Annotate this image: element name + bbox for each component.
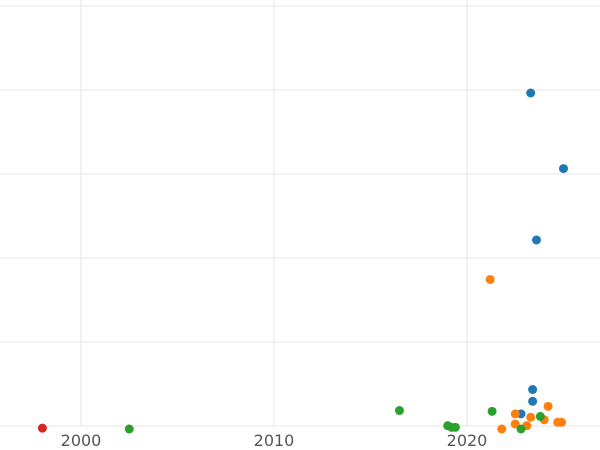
x-axis-ticks: 2000 2010 2020 [61, 431, 488, 450]
data-point-s1-9 [497, 424, 507, 434]
data-point-s1-0 [485, 274, 495, 284]
data-point-s0-3 [528, 385, 538, 395]
data-points [37, 88, 568, 434]
data-point-s0-2 [531, 235, 541, 245]
data-point-s1-7 [510, 419, 520, 429]
data-point-s3-0 [37, 423, 47, 433]
data-point-s2-2 [487, 406, 497, 416]
x-tick-label: 2010 [254, 431, 295, 450]
data-point-s0-0 [526, 88, 536, 98]
grid [0, 0, 600, 427]
data-point-s1-6 [557, 417, 567, 427]
data-point-s0-1 [559, 164, 568, 174]
data-point-s1-3 [526, 412, 536, 422]
data-point-s1-1 [543, 401, 553, 411]
data-point-s2-7 [516, 424, 526, 434]
data-point-s0-4 [528, 396, 538, 406]
data-point-s2-3 [535, 411, 545, 421]
x-tick-label: 2000 [61, 431, 102, 450]
data-point-s1-2 [510, 409, 520, 419]
data-point-s2-1 [394, 406, 404, 416]
data-point-s2-6 [450, 422, 460, 432]
x-tick-label: 2020 [447, 431, 488, 450]
data-point-s2-0 [124, 424, 134, 434]
